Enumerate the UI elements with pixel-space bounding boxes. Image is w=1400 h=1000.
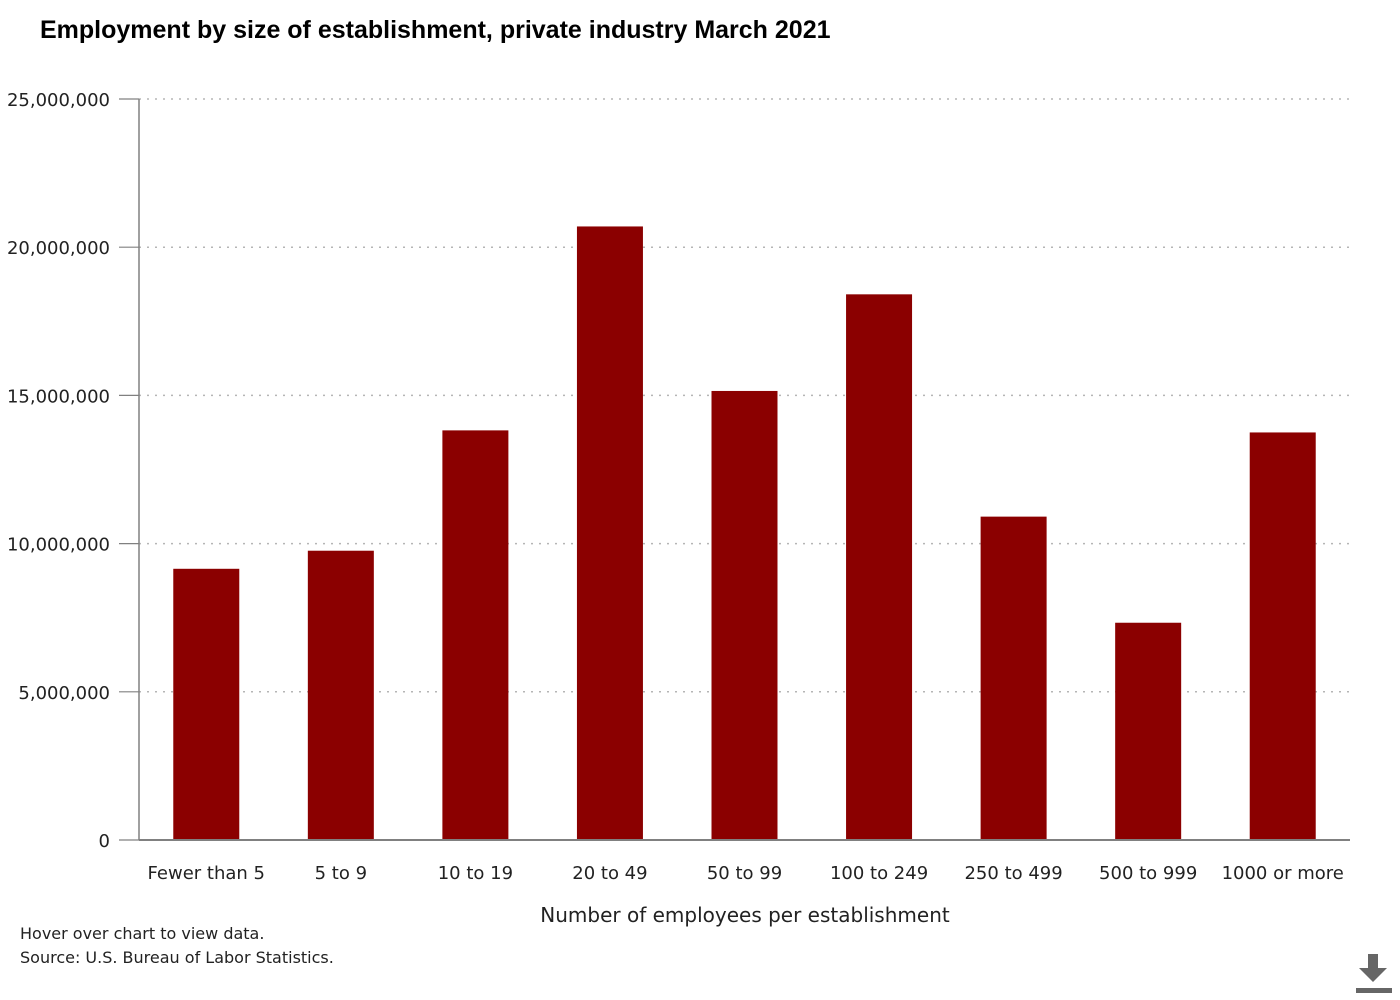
bar[interactable] bbox=[1115, 622, 1182, 840]
y-tick-label: 5,000,000 bbox=[18, 683, 110, 704]
x-tick-label: 5 to 9 bbox=[315, 863, 367, 884]
bar[interactable] bbox=[173, 568, 240, 840]
x-tick-label: 20 to 49 bbox=[572, 863, 647, 884]
bar[interactable] bbox=[307, 550, 374, 840]
y-tick-label: 20,000,000 bbox=[7, 238, 110, 259]
bar[interactable] bbox=[711, 390, 778, 840]
x-tick-label: 100 to 249 bbox=[830, 863, 928, 884]
bars bbox=[173, 226, 1316, 840]
x-axis-ticks: Fewer than 5 5 to 9 10 to 19 20 to 49 50 to … bbox=[148, 863, 1344, 884]
x-tick-label: 10 to 19 bbox=[438, 863, 513, 884]
x-tick-label: 500 to 999 bbox=[1099, 863, 1197, 884]
axes bbox=[138, 99, 1350, 841]
x-tick-label: 1000 or more bbox=[1222, 863, 1344, 884]
y-axis-ticks: 0 5,000,000 10,000,000 15,000,000 20,000,000… bbox=[7, 90, 139, 852]
bar[interactable] bbox=[846, 294, 913, 840]
x-tick-label: 250 to 499 bbox=[964, 863, 1062, 884]
y-tick-label: 0 bbox=[99, 831, 110, 852]
x-axis-title: Number of employees per establishment bbox=[540, 903, 950, 927]
y-tick-label: 15,000,000 bbox=[7, 386, 110, 407]
source-note: Source: U.S. Bureau of Labor Statistics. bbox=[20, 948, 334, 967]
bar[interactable] bbox=[576, 226, 643, 840]
hover-instruction: Hover over chart to view data. bbox=[20, 924, 265, 943]
download-icon bbox=[1356, 954, 1392, 993]
bar[interactable] bbox=[1249, 432, 1316, 840]
y-tick-label: 25,000,000 bbox=[7, 90, 110, 111]
download-button[interactable] bbox=[1354, 950, 1394, 994]
x-tick-label: 50 to 99 bbox=[707, 863, 782, 884]
chart-title: Employment by size of establishment, pri… bbox=[40, 16, 831, 44]
bar[interactable] bbox=[442, 430, 509, 840]
bar[interactable] bbox=[980, 516, 1047, 840]
x-tick-label: Fewer than 5 bbox=[148, 863, 265, 884]
y-tick-label: 10,000,000 bbox=[7, 535, 110, 556]
